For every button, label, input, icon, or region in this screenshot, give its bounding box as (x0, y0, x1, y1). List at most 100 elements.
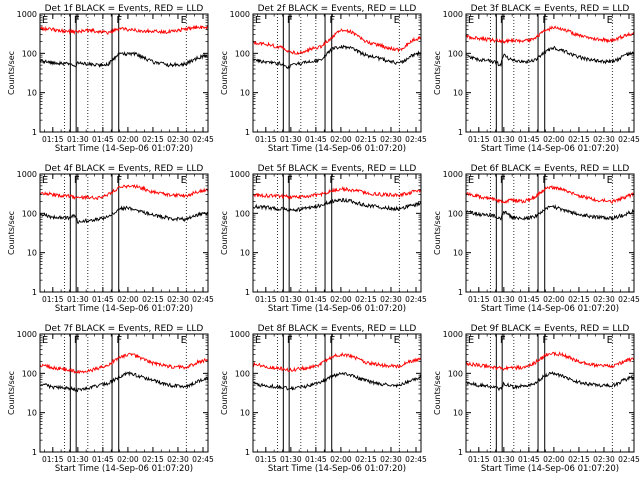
marker-label: E (181, 175, 187, 186)
x-tick-label: 02:15 (355, 135, 377, 144)
x-tick-label: 02:15 (142, 135, 164, 144)
y-tick-label: 1 (458, 448, 463, 457)
series-events-line (40, 370, 208, 393)
x-tick-label: 02:30 (380, 455, 402, 464)
x-tick-label: 02:30 (167, 135, 189, 144)
x-tick-label: 02:00 (117, 135, 139, 144)
y-axis-label: Counts/sec (433, 51, 442, 95)
x-tick-label: 01:30 (280, 295, 302, 304)
x-tick-label: 01:45 (92, 295, 114, 304)
plot-area (253, 174, 421, 292)
x-tick-label: 02:15 (568, 455, 590, 464)
marker-label: F (287, 335, 293, 346)
x-axis-label: Start Time (14-Sep-06 01:07:20) (481, 144, 619, 154)
plot-frame (465, 173, 635, 293)
x-tick-label: 02:45 (405, 455, 427, 464)
x-tick-label: 02:45 (405, 295, 427, 304)
x-tick-label: 02:15 (355, 295, 377, 304)
x-tick-label: 02:45 (192, 135, 214, 144)
x-axis-label: Start Time (14-Sep-06 01:07:20) (268, 464, 406, 474)
plot-frame (39, 173, 209, 293)
series-lld-line (466, 184, 634, 205)
x-tick-label: 02:30 (167, 455, 189, 464)
chart-title: Det 4f BLACK = Events, RED = LLD (45, 164, 204, 174)
x-tick-label: 01:30 (493, 455, 515, 464)
marker-label: F (116, 15, 122, 26)
marker-label: E (468, 335, 474, 346)
plot-frame (465, 333, 635, 453)
x-tick-label: 02:00 (330, 455, 352, 464)
y-tick-label: 10 (240, 89, 250, 98)
series-events-line (466, 204, 634, 221)
marker-label: F (500, 15, 506, 26)
x-tick-label: 01:30 (493, 135, 515, 144)
y-tick-label: 1000 (230, 330, 250, 339)
y-tick-label: 100 (235, 209, 250, 218)
series-events-line (40, 205, 208, 225)
y-tick-label: 1 (245, 128, 250, 137)
y-tick-label: 1 (32, 288, 37, 297)
marker-label: F (542, 335, 548, 346)
y-tick-label: 10 (240, 249, 250, 258)
x-tick-label: 01:15 (42, 135, 64, 144)
x-axis-label: Start Time (14-Sep-06 01:07:20) (268, 304, 406, 314)
marker-label: F (287, 175, 293, 186)
x-tick-label: 02:00 (543, 295, 565, 304)
x-axis-label: Start Time (14-Sep-06 01:07:20) (481, 464, 619, 474)
series-lld-line (466, 351, 634, 371)
x-tick-label: 02:30 (167, 295, 189, 304)
x-tick-label: 01:45 (92, 455, 114, 464)
x-tick-label: 02:45 (618, 135, 640, 144)
x-tick-label: 01:45 (305, 455, 327, 464)
chart-title: Det 7f BLACK = Events, RED = LLD (45, 324, 204, 334)
marker-label: F (500, 335, 506, 346)
y-tick-label: 100 (22, 49, 37, 58)
y-tick-label: 1 (458, 128, 463, 137)
y-tick-label: 100 (448, 369, 463, 378)
marker-label: F (116, 175, 122, 186)
y-tick-label: 1000 (230, 10, 250, 19)
series-lld-line (40, 352, 208, 374)
plot-frame (465, 13, 635, 133)
y-tick-label: 1 (458, 288, 463, 297)
x-tick-label: 02:00 (543, 455, 565, 464)
x-tick-label: 02:30 (593, 295, 615, 304)
chart-title: Det 8f BLACK = Events, RED = LLD (258, 324, 417, 334)
x-tick-label: 01:15 (255, 295, 277, 304)
plot-area (40, 14, 208, 132)
x-tick-label: 01:15 (255, 135, 277, 144)
x-tick-label: 01:15 (468, 455, 490, 464)
y-tick-label: 10 (453, 249, 463, 258)
y-axis-label: Counts/sec (7, 51, 16, 95)
y-tick-label: 10 (27, 89, 37, 98)
plot-area (466, 334, 634, 452)
marker-label: E (42, 175, 48, 186)
marker-label: F (74, 15, 80, 26)
chart-title: Det 6f BLACK = Events, RED = LLD (471, 164, 630, 174)
plot-area (466, 14, 634, 132)
x-tick-label: 02:45 (618, 295, 640, 304)
x-tick-label: 02:30 (380, 135, 402, 144)
x-tick-label: 02:00 (117, 295, 139, 304)
y-tick-label: 100 (448, 49, 463, 58)
y-tick-label: 1000 (17, 10, 37, 19)
chart-title: Det 9f BLACK = Events, RED = LLD (471, 324, 630, 334)
series-events-line (253, 197, 421, 213)
y-axis-label: Counts/sec (7, 371, 16, 415)
plot-frame (252, 13, 422, 133)
marker-label: F (542, 15, 548, 26)
plot-area (466, 174, 634, 292)
marker-label: F (329, 15, 335, 26)
x-tick-label: 01:30 (67, 135, 89, 144)
y-axis-label: Counts/sec (7, 211, 16, 255)
x-tick-label: 01:30 (67, 455, 89, 464)
x-tick-label: 01:45 (305, 295, 327, 304)
y-tick-label: 100 (235, 49, 250, 58)
x-tick-label: 02:30 (593, 135, 615, 144)
y-tick-label: 100 (22, 369, 37, 378)
x-tick-label: 01:45 (92, 135, 114, 144)
